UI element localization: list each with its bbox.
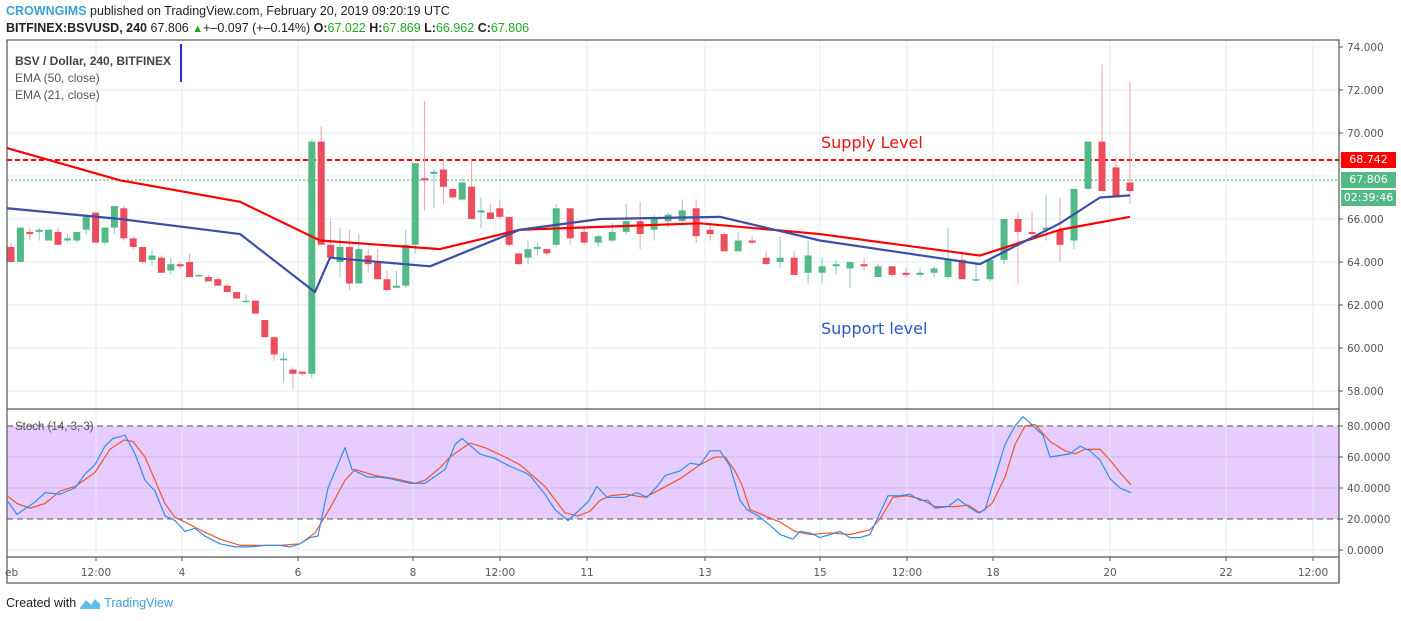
bar-countdown-tag: 02:39:46 <box>1341 190 1396 206</box>
svg-text:18: 18 <box>986 567 999 579</box>
last-price: 67.806 <box>150 21 189 35</box>
svg-text:12:00: 12:00 <box>485 567 515 579</box>
svg-text:13: 13 <box>698 567 711 579</box>
svg-text:22: 22 <box>1219 567 1232 579</box>
ema21-line <box>6 194 1131 294</box>
svg-text:74.000: 74.000 <box>1347 42 1384 54</box>
high-value: 67.869 <box>382 21 421 35</box>
svg-text:6: 6 <box>295 567 302 579</box>
up-arrow-icon: ▲ <box>192 23 204 35</box>
support-level-annotation: Support level <box>821 319 928 338</box>
price-change: +–0.097 (+–0.14%) <box>203 21 311 35</box>
created-with-text: Created with <box>6 596 77 610</box>
author-link[interactable]: CROWNGIMS <box>6 4 87 18</box>
svg-text:12:00: 12:00 <box>81 567 111 579</box>
svg-text:4: 4 <box>179 567 186 579</box>
supply-level-annotation: Supply Level <box>821 133 923 152</box>
svg-text:eb: eb <box>5 567 18 579</box>
svg-text:12:00: 12:00 <box>1298 567 1328 579</box>
footer: Created with TradingView <box>6 596 173 610</box>
ema50-line <box>6 146 1131 257</box>
svg-text:60.0000: 60.0000 <box>1347 452 1390 464</box>
svg-text:80.0000: 80.0000 <box>1347 421 1390 433</box>
chart-legend: BSV / Dollar, 240, BITFINEX EMA (50, clo… <box>15 53 171 104</box>
low-value: 66.962 <box>435 21 475 35</box>
last-price-tag: 67.806 <box>1341 172 1396 188</box>
supply-price-tag: 68.742 <box>1341 152 1396 168</box>
svg-text:72.000: 72.000 <box>1347 85 1384 97</box>
svg-text:8: 8 <box>410 567 417 579</box>
symbol-label: BITFINEX:BSVUSD, 240 <box>6 21 148 35</box>
close-value: 67.806 <box>490 21 530 35</box>
tradingview-link[interactable]: TradingView <box>104 596 173 610</box>
svg-text:20.0000: 20.0000 <box>1347 514 1390 526</box>
svg-text:40.0000: 40.0000 <box>1347 483 1390 495</box>
tradingview-logo-icon <box>80 599 101 609</box>
publish-info: CROWNGIMS published on TradingView.com, … <box>6 4 450 18</box>
open-value: 67.022 <box>327 21 366 35</box>
candlestick-series <box>7 64 1134 389</box>
legend-ema50[interactable]: EMA (50, close) <box>15 71 100 85</box>
legend-ema21[interactable]: EMA (21, close) <box>15 88 100 102</box>
svg-text:12:00: 12:00 <box>892 567 922 579</box>
svg-text:60.000: 60.000 <box>1347 343 1384 355</box>
svg-text:66.000: 66.000 <box>1347 214 1384 226</box>
symbol-info-bar: BITFINEX:BSVUSD, 240 67.806 ▲+–0.097 (+–… <box>6 21 530 35</box>
svg-text:62.000: 62.000 <box>1347 300 1384 312</box>
stoch-d-line <box>6 423 1132 546</box>
cursor-marker <box>180 44 182 82</box>
stoch-legend[interactable]: Stoch (14, 3, 3) <box>15 421 94 433</box>
svg-text:11: 11 <box>580 567 593 579</box>
svg-text:70.000: 70.000 <box>1347 128 1384 140</box>
svg-text:58.000: 58.000 <box>1347 386 1384 398</box>
published-text: published on TradingView.com, February 2… <box>86 4 450 18</box>
stoch-k-line <box>6 416 1132 548</box>
legend-series-title[interactable]: BSV / Dollar, 240, BITFINEX <box>15 54 172 68</box>
svg-text:0.0000: 0.0000 <box>1347 545 1384 557</box>
svg-text:15: 15 <box>813 567 826 579</box>
svg-text:20: 20 <box>1103 567 1116 579</box>
svg-text:64.000: 64.000 <box>1347 257 1384 269</box>
